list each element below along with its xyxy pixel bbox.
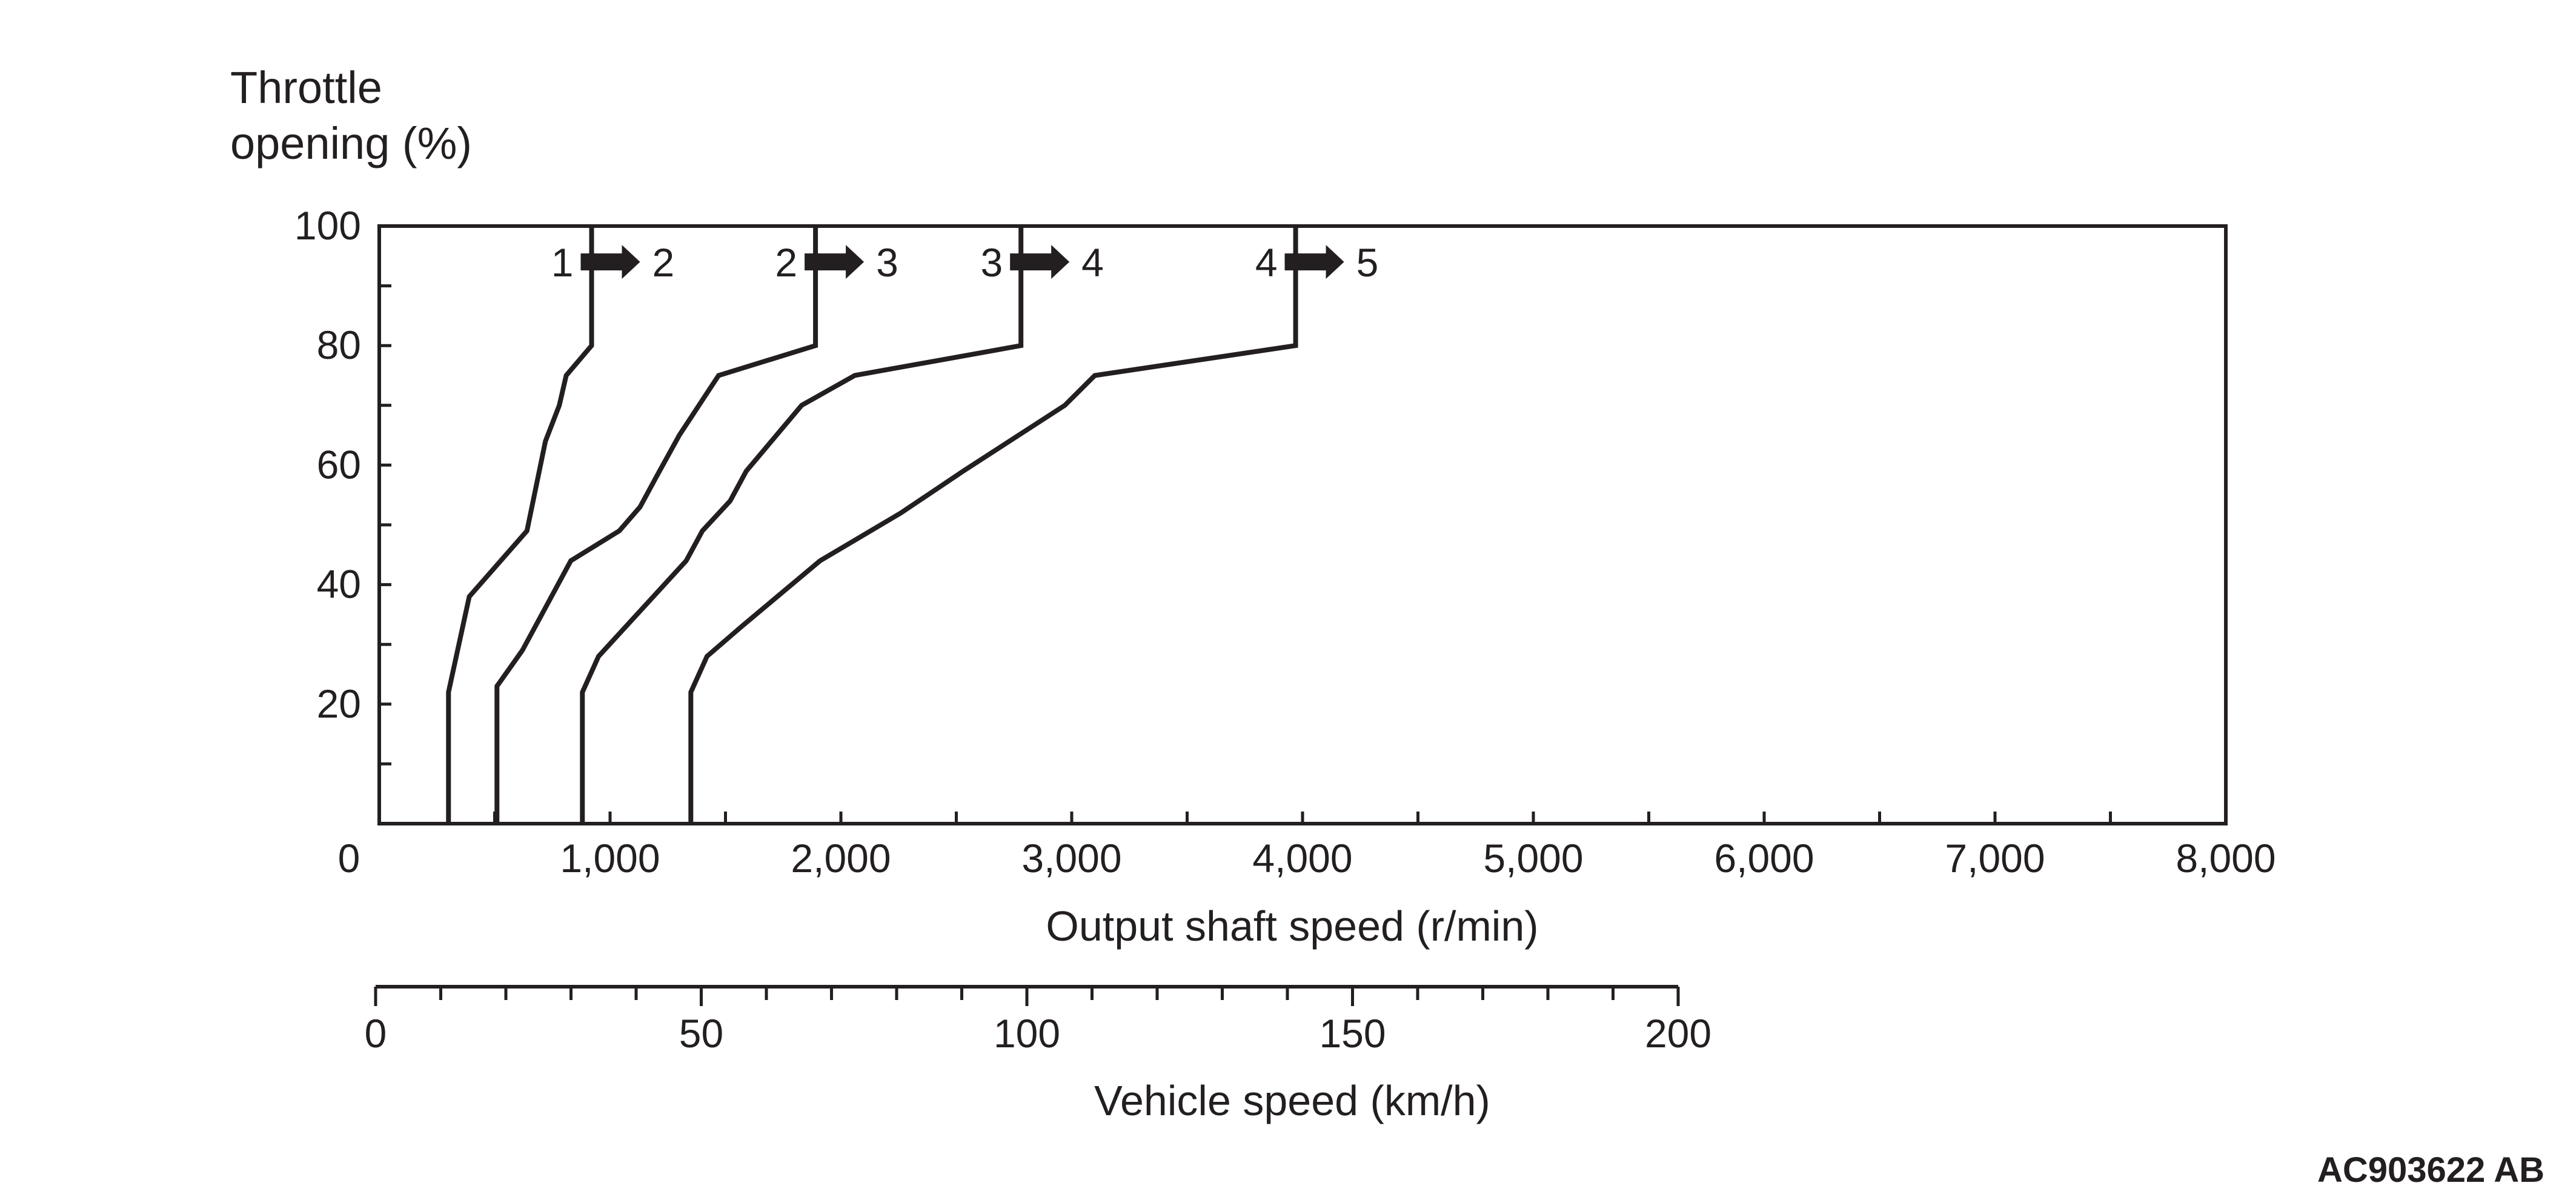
x-tick-label: 1,000	[560, 836, 660, 881]
x-tick-label: 5,000	[1483, 836, 1583, 881]
x-tick-label: 0	[338, 836, 360, 881]
shift-to-label: 5	[1356, 240, 1379, 285]
x-tick-label: 3,000	[1021, 836, 1121, 881]
shift-from-label: 2	[775, 240, 797, 285]
shift-from-label: 3	[980, 240, 1003, 285]
y-tick-label: 100	[294, 203, 361, 248]
y-axis-title-line-1: Throttle	[230, 62, 382, 113]
vehicle-speed-tick-label: 200	[1645, 1011, 1711, 1056]
vehicle-speed-axis-title: Vehicle speed (km/h)	[1094, 1077, 1490, 1124]
figure-code: AC903622 AB	[2317, 1150, 2544, 1190]
shift-from-label: 1	[551, 240, 574, 285]
series-line-2	[494, 226, 818, 824]
x-axis-title: Output shaft speed (r/min)	[1046, 902, 1538, 950]
vehicle-speed-tick-label: 0	[365, 1011, 387, 1056]
y-tick-label: 80	[317, 322, 361, 367]
series-lines	[446, 226, 1298, 824]
shift-to-label: 2	[652, 240, 675, 285]
shift-arrow-icon	[1284, 245, 1344, 279]
x-tick-label: 7,000	[1945, 836, 2045, 881]
y-axis-title-line-2: opening (%)	[230, 118, 472, 168]
vehicle-speed-axis-ticks: 0 50 100 150 200	[365, 987, 1711, 1056]
y-axis-ticks: 20 40 60 80 100	[294, 203, 391, 765]
x-tick-label: 6,000	[1714, 836, 1814, 881]
vehicle-speed-tick-label: 100	[994, 1011, 1060, 1056]
y-tick-label: 20	[317, 681, 361, 726]
shift-to-label: 4	[1081, 240, 1104, 285]
series-line-3	[580, 226, 1024, 824]
shift-from-label: 4	[1255, 240, 1278, 285]
x-tick-label: 4,000	[1252, 836, 1352, 881]
y-tick-label: 40	[317, 562, 361, 607]
x-tick-label: 8,000	[2176, 836, 2276, 881]
plot-area-frame	[377, 224, 2228, 825]
shift-arrow-icon	[805, 245, 865, 279]
x-axis-ticks: 0 1,000 2,000 3,000 4,000 5,000 6,000 7,000 8,00…	[338, 812, 2276, 881]
vehicle-speed-tick-label: 50	[679, 1011, 723, 1056]
series-line-4	[688, 226, 1298, 824]
x-tick-label: 2,000	[791, 836, 891, 881]
series-line-1	[446, 226, 594, 824]
y-tick-label: 60	[317, 442, 361, 487]
shift-arrow-icon	[580, 245, 640, 279]
shift-to-label: 3	[876, 240, 898, 285]
vehicle-speed-tick-label: 150	[1319, 1011, 1386, 1056]
shift-arrow-icon	[1010, 245, 1070, 279]
